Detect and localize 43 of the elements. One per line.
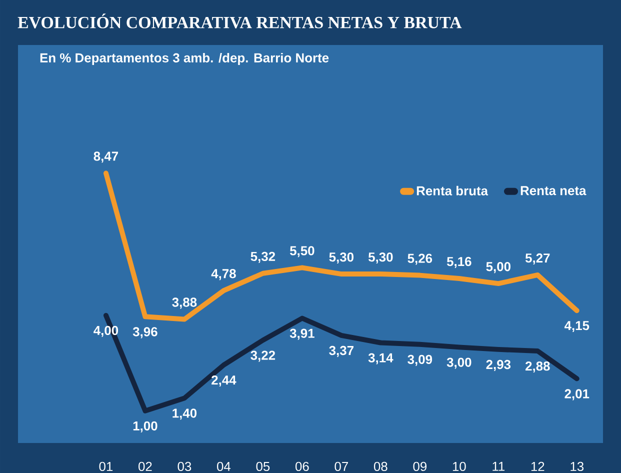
x-tick-label: 06 [295, 462, 309, 472]
data-label: 3,14 [368, 353, 394, 364]
data-label: 3,91 [290, 328, 314, 340]
data-label: 2,88 [526, 362, 550, 373]
legend-label: Renta neta [520, 186, 586, 196]
data-label: 5,27 [525, 253, 550, 264]
x-tick-label: 08 [374, 462, 388, 472]
data-label: 8,47 [94, 152, 118, 163]
data-label: 3,00 [446, 358, 472, 369]
chart-title: EVOLUCIÓN COMPARATIVA RENTAS NETAS Y BRUTA [18, 14, 462, 28]
data-label: 5,50 [290, 246, 314, 258]
data-label: 3,88 [172, 298, 197, 309]
data-label: 4,78 [211, 269, 236, 280]
x-tick-label: 02 [138, 462, 152, 472]
data-label: 3,96 [132, 327, 158, 338]
data-label: 1,00 [133, 421, 158, 432]
x-tick-label: 01 [99, 462, 113, 472]
x-tick-label: 11 [492, 462, 504, 471]
data-label: 3,37 [329, 346, 354, 357]
data-label: 2,44 [212, 376, 236, 387]
x-tick-label: 12 [531, 462, 544, 471]
data-label: 1,40 [172, 408, 197, 420]
data-label: 5,30 [329, 252, 354, 264]
data-label: 5,16 [446, 256, 472, 268]
data-label: 4,00 [94, 326, 118, 337]
data-label: 5,32 [250, 252, 276, 263]
data-label: 3,09 [408, 354, 432, 366]
data-label: 4,15 [564, 321, 590, 332]
x-tick-label: 13 [570, 462, 584, 472]
x-tick-label: 10 [452, 462, 466, 472]
x-tick-label: 04 [216, 462, 231, 472]
chart-subtitle: En % Departamentos 3 amb. /dep. Barrio Norte [40, 52, 329, 66]
x-tick-label: 07 [334, 462, 348, 472]
legend-label: Renta bruta [416, 186, 488, 196]
data-label: 5,00 [486, 262, 510, 274]
data-label: 5,30 [368, 252, 393, 264]
data-label: 2,93 [486, 360, 511, 371]
x-tick-label: 09 [413, 462, 427, 472]
data-label: 5,26 [408, 254, 432, 265]
data-label: 2,01 [564, 389, 590, 400]
x-tick-label: 05 [256, 462, 270, 472]
x-tick-label: 03 [178, 462, 192, 472]
data-label: 3,22 [250, 350, 276, 362]
